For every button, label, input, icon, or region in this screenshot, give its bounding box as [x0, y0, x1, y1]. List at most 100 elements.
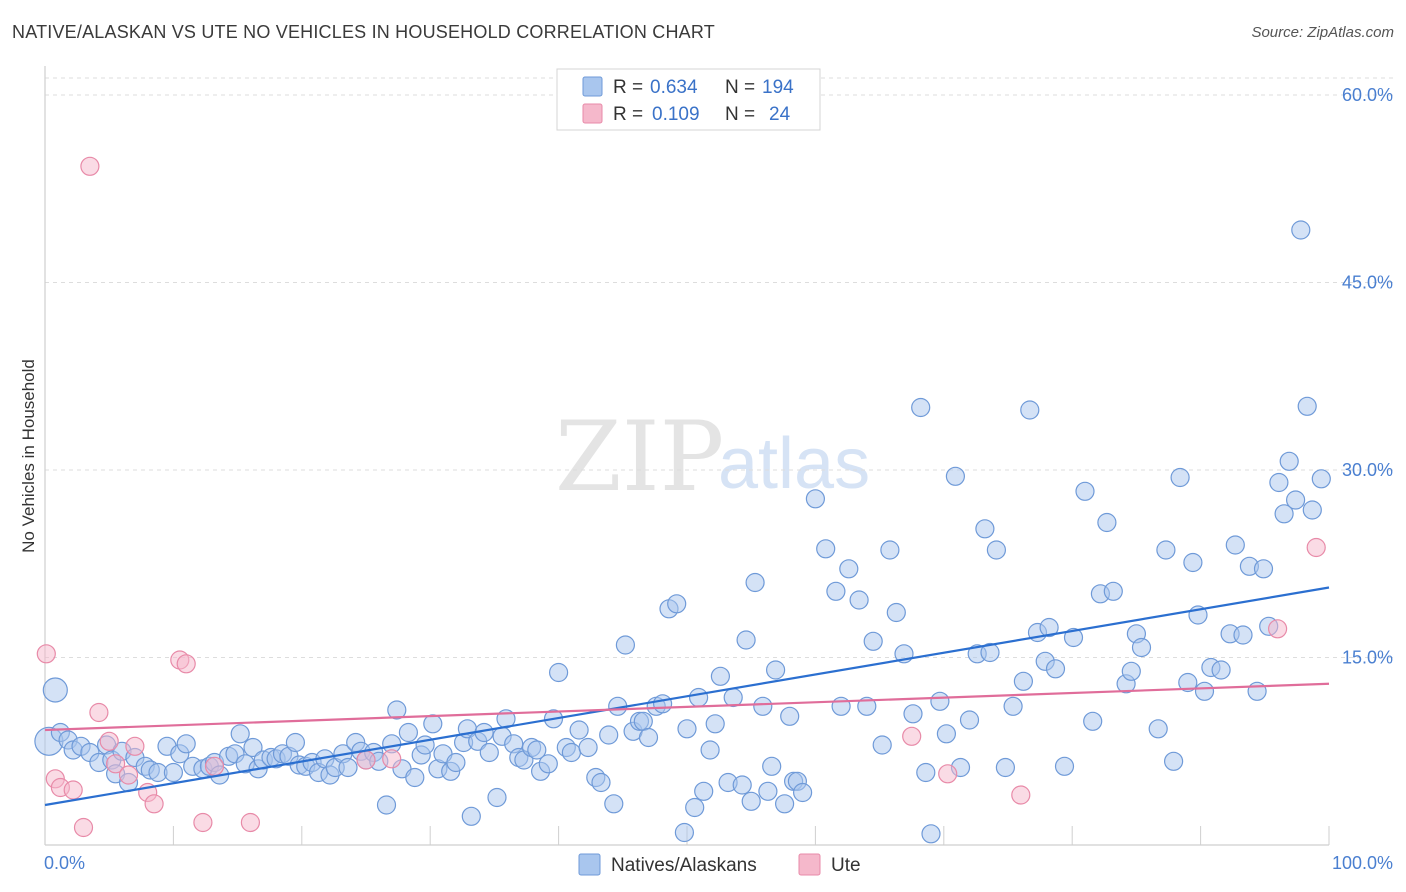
- ute-point-0: [36, 644, 56, 664]
- natives-point-120: [780, 706, 800, 726]
- natives-point-136: [903, 704, 923, 724]
- natives-point-67: [461, 806, 481, 826]
- natives-point-100: [667, 594, 687, 614]
- natives-point-71: [487, 787, 507, 808]
- stats-r-label-blue: R =: [613, 77, 643, 98]
- natives-point-147: [980, 642, 1000, 663]
- natives-point-60: [423, 714, 443, 734]
- natives-point-155: [1039, 617, 1059, 638]
- natives-point-125: [816, 539, 836, 559]
- natives-point-123: [792, 782, 813, 803]
- ute-point-17: [240, 812, 260, 833]
- natives-point-169: [1156, 540, 1176, 560]
- natives-point-192: [1311, 469, 1331, 489]
- natives-trend-line: [44, 586, 1330, 807]
- natives-point-101: [674, 822, 695, 843]
- natives-point-112: [736, 630, 756, 650]
- natives-point-104: [688, 687, 709, 708]
- natives-point-126: [826, 581, 846, 601]
- natives-point-80: [538, 754, 558, 774]
- natives-point-70: [479, 742, 499, 763]
- natives-point-88: [591, 772, 611, 793]
- natives-point-28: [230, 724, 250, 744]
- natives-point-134: [886, 602, 906, 623]
- natives-point-85: [569, 720, 589, 740]
- y-tick-label-1: 30.0%: [1342, 460, 1393, 480]
- chart-title: NATIVE/ALASKAN VS UTE NO VEHICLES IN HOU…: [12, 22, 715, 42]
- natives-point-160: [1083, 711, 1103, 731]
- natives-point-133: [880, 540, 900, 560]
- stats-swatch-pink: [582, 103, 603, 124]
- natives-point-152: [1020, 400, 1040, 420]
- natives-point-158: [1063, 627, 1084, 648]
- natives-point-189: [1291, 220, 1311, 240]
- natives-point-159: [1075, 481, 1095, 501]
- legend-label-natives: Natives/Alaskans: [611, 855, 757, 876]
- natives-point-98: [652, 694, 673, 714]
- ute-point-8: [105, 754, 126, 774]
- natives-point-151: [1013, 671, 1034, 691]
- natives-point-118: [765, 660, 786, 680]
- ute-point-12: [144, 794, 164, 814]
- natives-point-46: [338, 757, 358, 778]
- natives-point-144: [959, 710, 980, 730]
- ute-point-20: [902, 726, 922, 746]
- natives-point-89: [599, 725, 619, 745]
- stats-box: R = 0.634 N = 194 R = 0.109 N = 24: [556, 68, 821, 131]
- ute-point-21: [938, 764, 958, 784]
- natives-point-187: [1279, 451, 1299, 471]
- stats-n-label-blue: N =: [725, 77, 755, 98]
- natives-point-149: [995, 757, 1016, 778]
- natives-point-172: [1178, 672, 1198, 693]
- natives-point-188: [1285, 490, 1306, 510]
- natives-point-167: [1131, 637, 1152, 658]
- ute-trend-line: [44, 682, 1330, 732]
- watermark-atlas: atlas: [718, 424, 870, 504]
- natives-point-182: [1247, 681, 1267, 701]
- natives-point-30: [243, 737, 263, 758]
- natives-point-141: [936, 724, 957, 744]
- stats-r-label-pink: R =: [613, 104, 643, 125]
- natives-point-114: [745, 572, 765, 593]
- stats-n-value-pink: 24: [769, 104, 791, 125]
- natives-point-142: [945, 466, 966, 486]
- x-tick-marks: [172, 826, 1330, 845]
- ute-point-3: [63, 780, 83, 800]
- natives-point-162: [1097, 512, 1117, 533]
- natives-point-186: [1274, 504, 1294, 524]
- y-tick-label-2: 45.0%: [1342, 273, 1393, 293]
- natives-point-179: [1225, 535, 1245, 555]
- ute-point-19: [382, 749, 402, 769]
- natives-point-116: [758, 781, 778, 801]
- natives-point-111: [732, 775, 752, 795]
- natives-point-103: [685, 797, 705, 818]
- natives-point-37: [285, 732, 305, 753]
- legend-swatch-natives: [578, 853, 601, 876]
- natives-point-106: [700, 740, 720, 760]
- natives-point-173: [1183, 552, 1203, 573]
- natives-point-190: [1297, 396, 1317, 416]
- natives-point-18: [163, 762, 183, 783]
- ute-point-7: [99, 731, 119, 751]
- ute-point-15: [193, 812, 213, 833]
- legend-swatch-ute: [798, 853, 821, 876]
- legend-label-ute: Ute: [831, 855, 861, 876]
- natives-point-139: [921, 824, 941, 844]
- natives-point-138: [916, 762, 936, 783]
- y-axis-label: No Vehicles in Household: [19, 359, 38, 553]
- natives-point-119: [774, 794, 795, 814]
- natives-point-54: [387, 700, 407, 720]
- natives-point-129: [849, 590, 869, 610]
- ute-point-23: [1306, 537, 1326, 558]
- natives-point-95: [633, 711, 653, 731]
- natives-point-132: [872, 735, 892, 755]
- natives-point-96: [638, 727, 659, 748]
- natives-point-140: [930, 691, 950, 711]
- bottom-legend: Natives/Alaskans Ute: [578, 853, 861, 876]
- y-tick-label-3: 60.0%: [1342, 85, 1393, 105]
- natives-point-150: [1003, 696, 1023, 716]
- natives-point-108: [710, 666, 731, 686]
- natives-point-170: [1163, 751, 1184, 771]
- ute-point-18: [356, 750, 376, 770]
- ute-point-22: [1011, 785, 1031, 805]
